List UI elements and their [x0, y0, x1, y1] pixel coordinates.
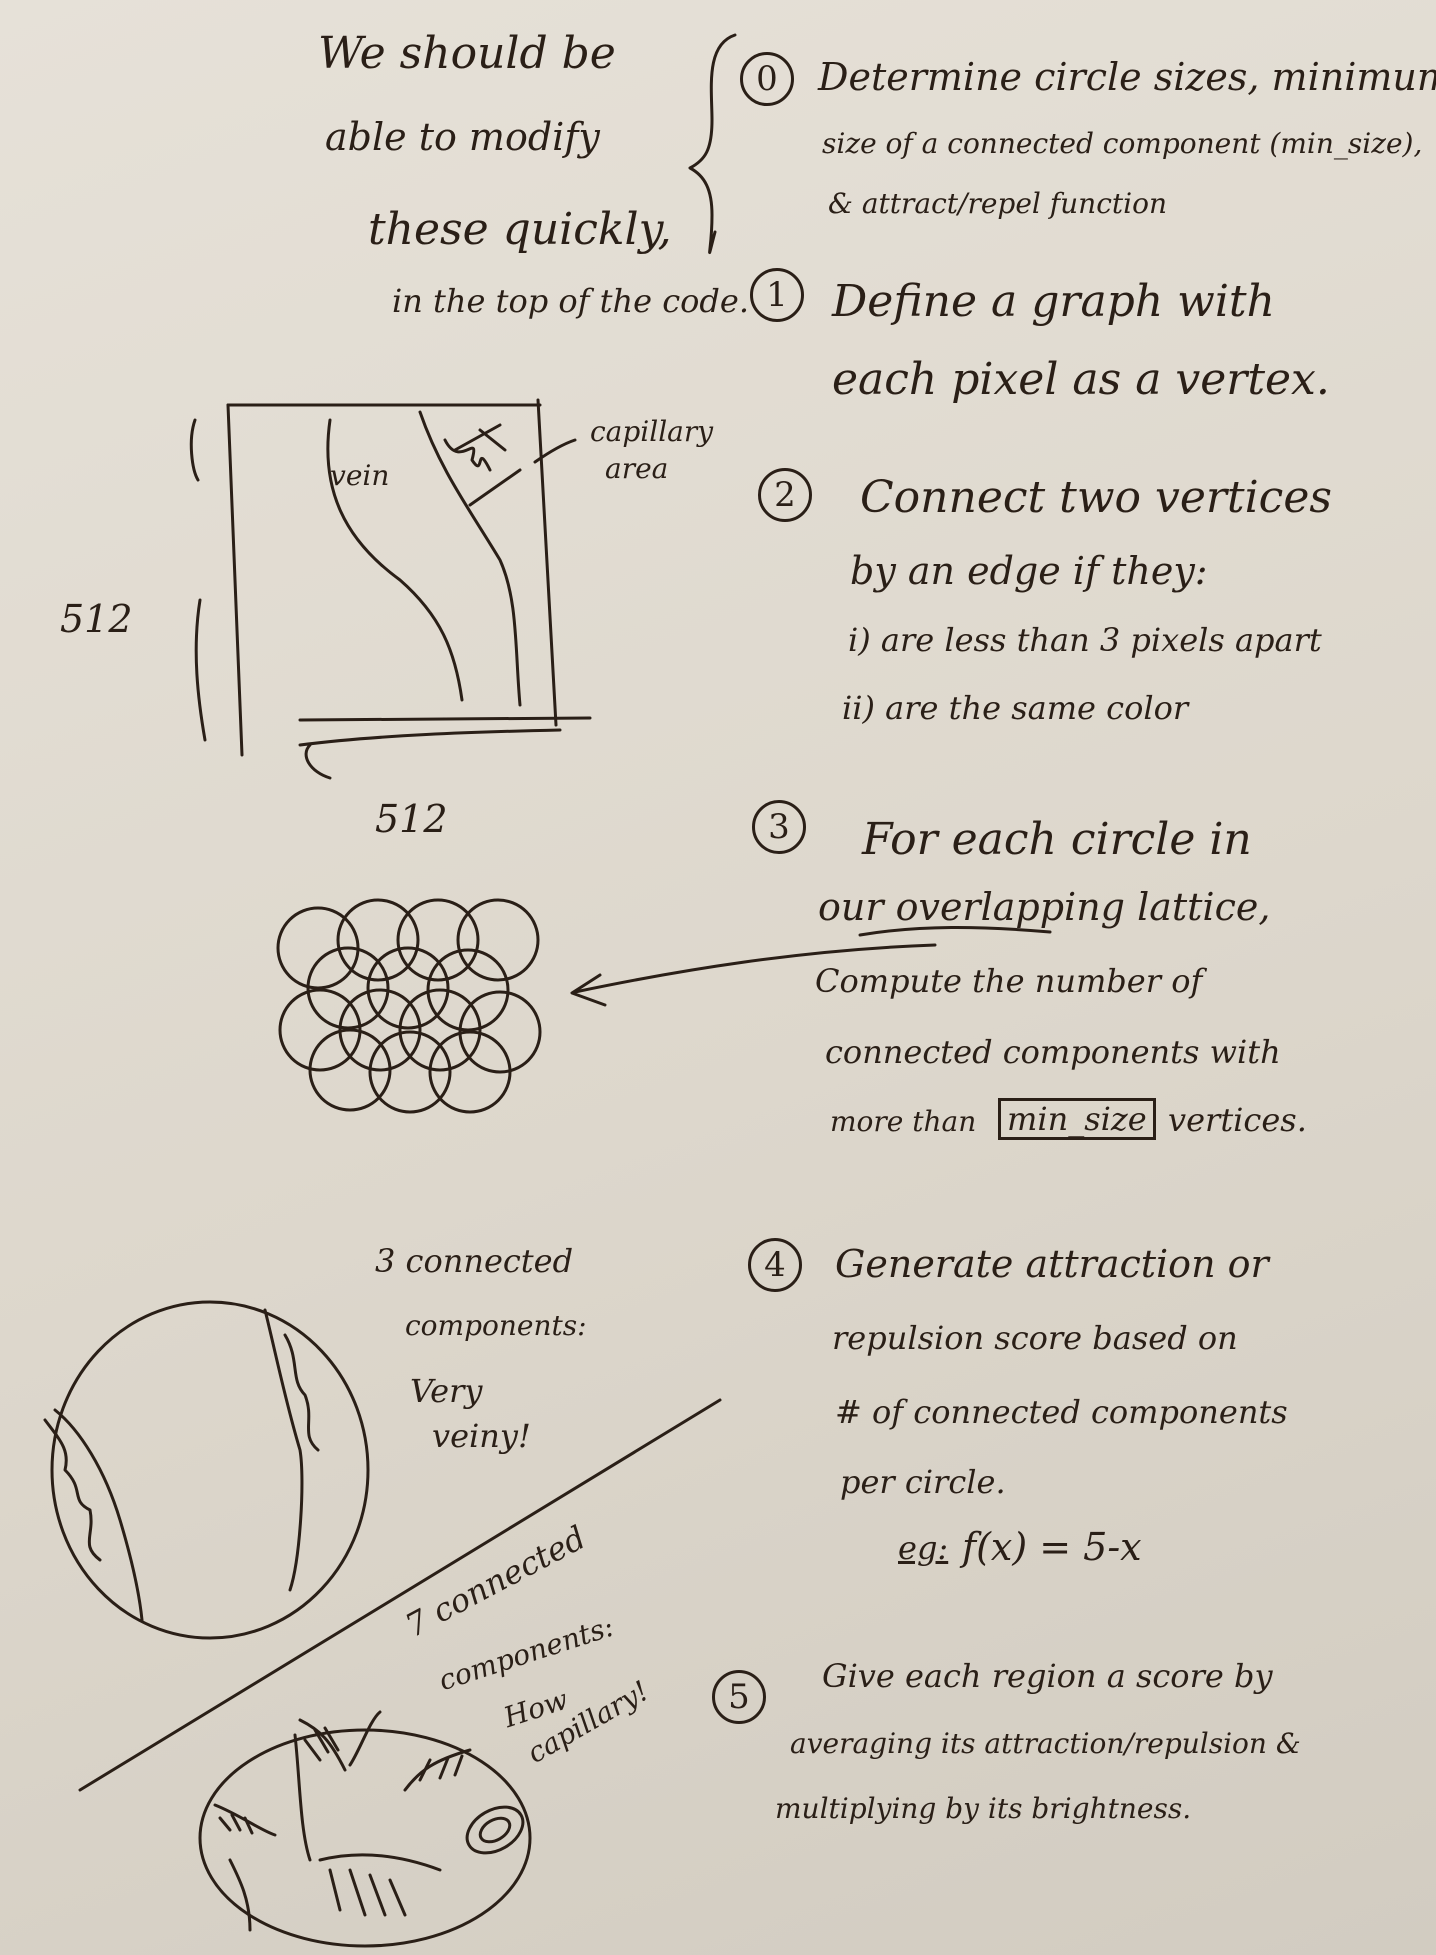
divider-line [78, 1398, 722, 1792]
step-5-number: 5 [712, 1670, 766, 1724]
step-3-line-1: For each circle in [862, 814, 1252, 865]
note-line-3: these quickly, [368, 204, 672, 255]
image-square-diagram [189, 398, 592, 780]
curly-brace [688, 33, 737, 255]
step-2-line-1: Connect two vertices [860, 472, 1332, 523]
step-3-line-3: Compute the number of [815, 962, 1203, 1000]
step-4-example-formula: f(x) = 5-x [962, 1525, 1142, 1569]
step-1-number: 1 [750, 268, 804, 322]
width-label: 512 [375, 797, 448, 841]
step-3-line-4: connected components with [825, 1033, 1281, 1071]
step-4-number: 4 [748, 1238, 802, 1292]
circle-1-line-2: components: [405, 1309, 587, 1342]
step-5-line-2: averaging its attraction/repulsion & [790, 1727, 1301, 1760]
circle-1-line-3: Very [410, 1372, 483, 1410]
step-3-line-2: our overlapping lattice, [818, 885, 1271, 929]
step-3-last-suffix: vertices. [1168, 1101, 1307, 1139]
circle-sample-veiny [43, 1300, 370, 1640]
step-4-line-4: per circle. [840, 1463, 1006, 1501]
step-1-line-2: each pixel as a vertex. [832, 354, 1330, 405]
step-0-line-2: size of a connected component (min_size)… [822, 127, 1423, 160]
step-3-number: 3 [752, 800, 806, 854]
step-0-line-3: & attract/repel function [828, 187, 1167, 220]
step-2-line-3: i) are less than 3 pixels apart [848, 621, 1322, 659]
note-line-2: able to modify [325, 115, 600, 159]
step-3-last-prefix: more than [830, 1105, 977, 1138]
capillary-label-1: capillary [590, 415, 714, 448]
circle-sample-capillary [198, 1710, 532, 1948]
step-2-number: 2 [758, 468, 812, 522]
lattice-arrow [573, 943, 937, 994]
step-4-line-2: repulsion score based on [832, 1319, 1238, 1357]
note-line-1: We should be [318, 28, 616, 79]
circle-1-line-1: 3 connected [375, 1242, 574, 1280]
step-5-line-3: multiplying by its brightness. [775, 1792, 1192, 1825]
min-size-boxed-term: min_size [998, 1098, 1156, 1140]
height-label: 512 [60, 597, 133, 641]
step-0-line-1: Determine circle sizes, minimum [818, 55, 1436, 99]
step-4-line-3: # of connected components [835, 1393, 1288, 1431]
step-5-line-1: Give each region a score by [822, 1657, 1273, 1695]
step-4-example-label: eg: [898, 1529, 949, 1567]
step-0-number: 0 [740, 52, 794, 106]
step-4-line-1: Generate attraction or [835, 1242, 1269, 1286]
note-line-4: in the top of the code. [392, 282, 750, 320]
vein-label: vein [330, 459, 390, 492]
step-2-line-2: by an edge if they: [850, 549, 1208, 593]
circle-1-line-4: veiny! [432, 1417, 531, 1455]
step-2-line-4: ii) are the same color [842, 689, 1189, 727]
overlapping-lattice [276, 898, 542, 1114]
capillary-label-2: area [605, 452, 669, 485]
step-1-line-1: Define a graph with [832, 276, 1275, 327]
